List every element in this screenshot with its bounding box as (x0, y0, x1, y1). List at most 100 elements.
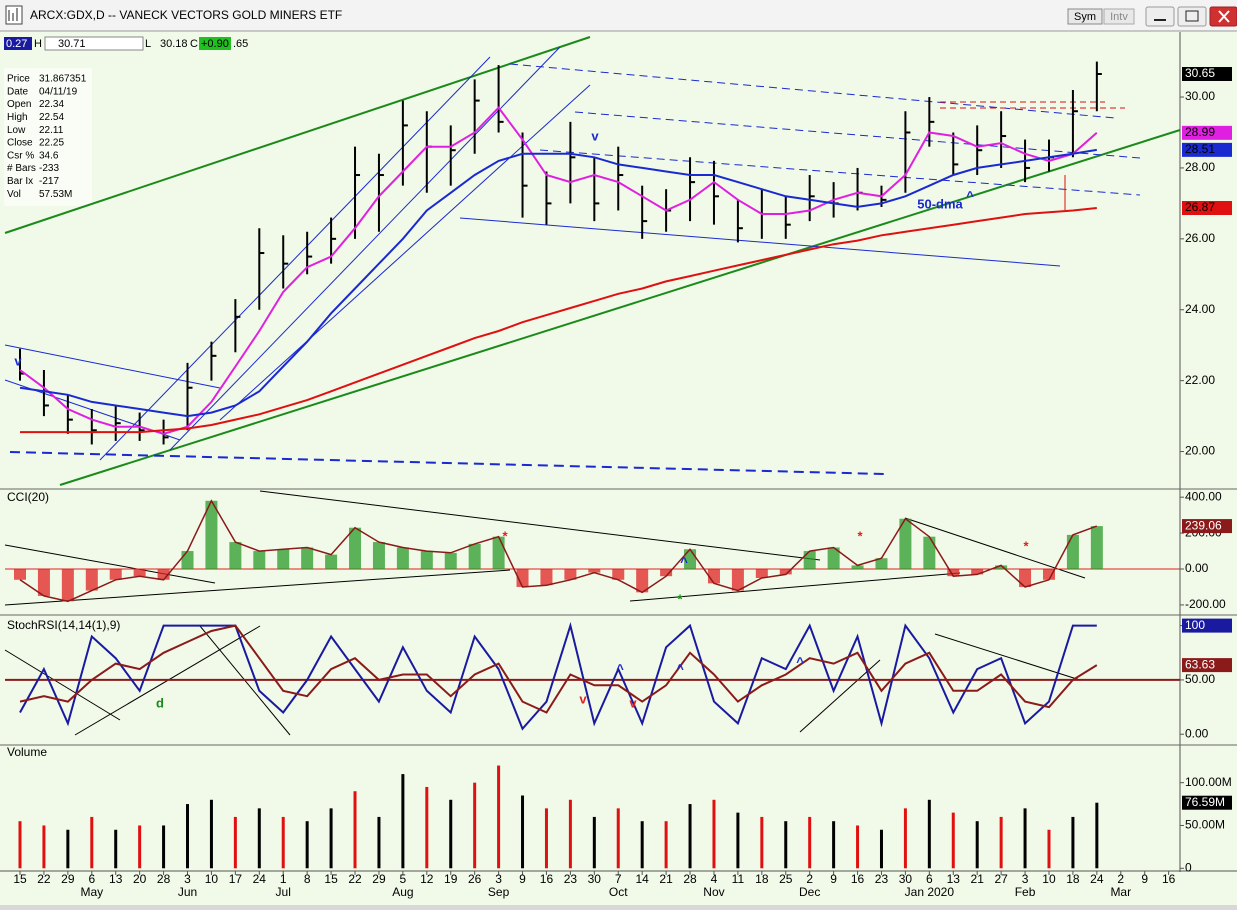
trend-line (629, 572, 961, 602)
annotation: * (502, 528, 508, 543)
info-value: 57.53M (39, 189, 72, 200)
volume-bar (999, 816, 1003, 869)
volume-bar (401, 774, 405, 869)
cci-bar (540, 569, 553, 586)
info-label: High (7, 112, 28, 123)
x-tick-label: 18 (1066, 872, 1080, 886)
volume-bar (879, 829, 883, 869)
annotation: d (156, 695, 164, 710)
x-tick-label: 9 (830, 872, 837, 886)
cci-bar (181, 551, 194, 570)
month-label: Nov (703, 885, 724, 899)
x-tick-label: 22 (348, 872, 362, 886)
month-label: Jul (276, 885, 291, 899)
annotation: * (857, 528, 863, 543)
volume-bar (856, 825, 860, 869)
x-tick-label: 10 (205, 872, 219, 886)
y-tick-label: 20.00 (1185, 444, 1215, 458)
info-value: -217 (39, 176, 59, 187)
intv-button-label[interactable]: Intv (1110, 11, 1128, 23)
x-tick-label: 26 (468, 872, 482, 886)
cci-bar (444, 552, 457, 570)
value-label: 239.06 (1185, 518, 1222, 532)
x-tick-label: 15 (324, 872, 338, 886)
intv-button[interactable] (1103, 8, 1135, 25)
trend-line (509, 63, 1116, 119)
volume-bar (138, 825, 142, 869)
volume-bar (42, 825, 46, 869)
volume-bar (736, 812, 740, 869)
volume-bar (449, 799, 453, 869)
trend-line (259, 490, 821, 561)
y-tick-label: 28.00 (1185, 160, 1215, 174)
x-tick-label: 23 (875, 872, 889, 886)
cci-bar (588, 569, 601, 573)
x-tick-label: 21 (659, 872, 673, 886)
y-tick-label: 26.00 (1185, 231, 1215, 245)
x-tick-label: 25 (779, 872, 793, 886)
cci-bar (133, 569, 146, 577)
month-label: Sep (488, 885, 510, 899)
value-label: 28.99 (1185, 125, 1215, 139)
maximize-button[interactable] (1177, 6, 1207, 27)
cci-bar (277, 549, 290, 570)
volume-bar (114, 829, 118, 869)
trend-lines (4, 36, 1181, 736)
cci-bar (995, 565, 1008, 570)
volume-bar (18, 821, 22, 869)
cci-bar (61, 569, 74, 602)
y-tick-label: 50.00 (1185, 672, 1215, 686)
trend-line (59, 129, 1181, 486)
sym-button[interactable] (1067, 8, 1103, 25)
x-tick-label: 2 (1117, 872, 1124, 886)
info-value: -233 (39, 163, 59, 174)
volume-bar (975, 821, 979, 869)
cci-bar (14, 569, 26, 580)
x-tick-label: 7 (615, 872, 622, 886)
info-label: Date (7, 86, 29, 97)
month-label: Aug (392, 885, 413, 899)
x-tick-label: 13 (109, 872, 123, 886)
annotation: * (677, 591, 683, 606)
annotation: ^ (796, 654, 804, 669)
y-tick-label: 30.00 (1185, 89, 1215, 103)
info-label: Csr % (7, 150, 34, 161)
annotation: v (629, 695, 637, 710)
cci-bar (349, 527, 362, 570)
value-label: 26.87 (1185, 200, 1215, 214)
value-label-box (1182, 142, 1232, 157)
info-value: 22.34 (39, 99, 64, 110)
trend-line (9, 451, 886, 475)
x-tick-label: 4 (711, 872, 718, 886)
volume-bar (1071, 816, 1075, 869)
high-box (44, 36, 144, 51)
trend-line (4, 569, 511, 606)
value-label-box (1182, 125, 1232, 140)
y-tick-label: 0.00 (1185, 561, 1209, 575)
volume-bar (186, 804, 190, 869)
value-label: 100 (1185, 618, 1205, 632)
low: 30.18 (160, 38, 188, 50)
x-tick-label: 29 (61, 872, 75, 886)
x-tick-label: 3 (1022, 872, 1029, 886)
volume-bar (281, 816, 285, 869)
app-icon-glyph (8, 8, 18, 21)
minimize-button[interactable] (1145, 6, 1175, 27)
cci-bar (420, 551, 433, 570)
annotation: ^ (966, 188, 974, 203)
x-tick-label: 2 (806, 872, 813, 886)
volume-bar (257, 808, 261, 869)
annotation: * (1023, 538, 1029, 553)
x-tick-label: 24 (1090, 872, 1104, 886)
volume-bar (497, 765, 501, 869)
y-tick-label: 0 (1185, 860, 1192, 874)
x-tick-label: 13 (947, 872, 961, 886)
moving-average (20, 207, 1097, 434)
info-value: 22.54 (39, 112, 64, 123)
sym-button-label[interactable]: Sym (1074, 11, 1096, 23)
cci-bar (1066, 534, 1079, 570)
info-label: # Bars (7, 163, 36, 174)
x-tick-label: 30 (899, 872, 913, 886)
